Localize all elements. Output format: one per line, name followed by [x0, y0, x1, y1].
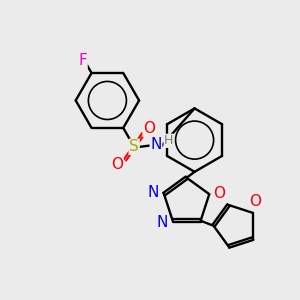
Text: O: O — [143, 122, 155, 136]
Text: N: N — [148, 185, 159, 200]
Text: S: S — [129, 139, 139, 154]
Text: N: N — [156, 215, 167, 230]
Text: O: O — [249, 194, 261, 209]
Text: N: N — [150, 137, 162, 152]
Text: H: H — [164, 134, 173, 147]
Text: O: O — [213, 186, 225, 201]
Text: O: O — [111, 157, 123, 172]
Text: F: F — [78, 53, 87, 68]
